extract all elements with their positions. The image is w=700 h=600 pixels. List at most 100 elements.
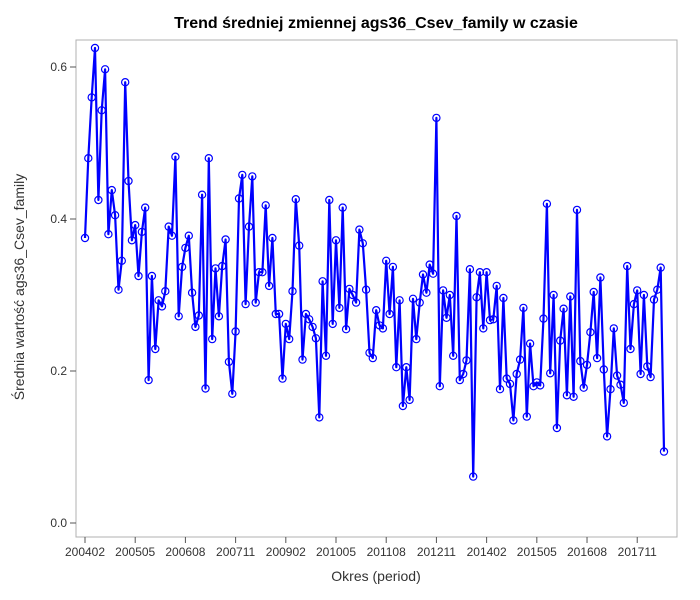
- data-point: [348, 290, 357, 300]
- data-point: [291, 194, 300, 204]
- data-point: [626, 344, 635, 354]
- data-point: [151, 344, 160, 354]
- data-point: [589, 287, 598, 297]
- data-point: [629, 299, 639, 309]
- data-point: [281, 319, 290, 329]
- data-point: [522, 412, 532, 421]
- data-point: [539, 314, 548, 323]
- data-point: [425, 260, 434, 269]
- data-point: [187, 288, 197, 297]
- data-point: [525, 339, 535, 348]
- data-point: [147, 271, 157, 281]
- data-point: [569, 392, 578, 401]
- data-point: [161, 287, 170, 296]
- data-point: [295, 241, 304, 250]
- data-point: [130, 220, 140, 230]
- data-point: [234, 194, 244, 203]
- data-point: [127, 236, 137, 245]
- data-point: [579, 383, 588, 392]
- series-layer: [80, 43, 669, 481]
- data-point: [405, 395, 414, 405]
- data-point: [515, 355, 525, 364]
- data-point: [465, 265, 475, 274]
- data-point: [455, 375, 464, 385]
- data-point: [438, 286, 448, 295]
- data-point: [104, 229, 113, 239]
- data-point: [428, 269, 438, 278]
- y-tick-label: 0.2: [50, 364, 67, 378]
- data-point: [191, 322, 200, 332]
- data-point: [492, 281, 501, 291]
- data-point: [606, 385, 615, 394]
- data-point: [576, 356, 585, 366]
- data-point: [361, 285, 371, 294]
- x-tick-label: 200608: [165, 545, 205, 559]
- data-point: [181, 243, 190, 253]
- x-tick-label: 201211: [417, 545, 456, 559]
- data-point: [656, 263, 665, 272]
- data-point: [264, 281, 274, 291]
- data-point: [164, 222, 173, 231]
- data-point: [485, 315, 495, 325]
- x-tick-label: 201711: [618, 545, 657, 559]
- data-point: [382, 256, 391, 265]
- data-point: [107, 185, 117, 195]
- data-point: [372, 306, 381, 315]
- data-point: [509, 416, 518, 425]
- data-point: [636, 369, 645, 379]
- data-point: [341, 325, 351, 334]
- data-point: [633, 286, 642, 295]
- y-tick-label: 0.4: [50, 212, 67, 226]
- data-point: [609, 324, 619, 333]
- data-point: [261, 201, 270, 210]
- data-point: [649, 295, 659, 304]
- data-point: [596, 273, 605, 282]
- data-point: [619, 398, 629, 408]
- data-point: [472, 293, 481, 302]
- data-point: [124, 176, 133, 186]
- data-point: [616, 380, 625, 389]
- data-point: [214, 312, 224, 321]
- data-point: [432, 113, 441, 123]
- data-point: [418, 270, 428, 279]
- data-point: [254, 268, 264, 277]
- data-point: [184, 231, 193, 240]
- data-point: [592, 353, 602, 363]
- x-axis: 200402 200505 200608 200711 200902 201005 2011…: [65, 537, 657, 559]
- data-point: [469, 472, 478, 481]
- data-point: [643, 362, 652, 371]
- data-point: [244, 222, 254, 231]
- data-point: [114, 285, 123, 294]
- data-point: [221, 235, 230, 244]
- data-point: [646, 372, 655, 382]
- data-point: [459, 369, 468, 379]
- data-point: [462, 356, 471, 365]
- data-point: [358, 239, 367, 248]
- data-point: [110, 210, 120, 220]
- x-tick-label: 201108: [367, 545, 406, 559]
- data-point: [489, 315, 498, 324]
- data-point: [398, 401, 408, 411]
- y-axis: 0.0 0.2 0.4 0.6: [50, 60, 76, 530]
- data-point: [248, 172, 257, 181]
- data-point: [355, 225, 364, 234]
- y-tick-label: 0.0: [50, 516, 67, 530]
- data-point: [338, 203, 347, 212]
- data-point: [228, 389, 237, 398]
- y-axis-label: Średnia wartość ags36_Csev_family: [10, 174, 27, 400]
- data-point: [251, 298, 260, 307]
- y-tick-label: 0.6: [50, 60, 67, 74]
- data-point: [623, 261, 632, 271]
- data-point: [328, 319, 337, 329]
- data-point: [422, 288, 431, 297]
- data-point: [157, 302, 167, 311]
- data-point: [388, 262, 398, 272]
- data-point: [321, 351, 331, 360]
- data-point: [308, 322, 317, 332]
- data-point: [298, 355, 307, 364]
- data-point: [120, 77, 130, 87]
- data-point: [194, 311, 203, 320]
- data-point: [177, 262, 187, 272]
- data-point: [482, 268, 491, 277]
